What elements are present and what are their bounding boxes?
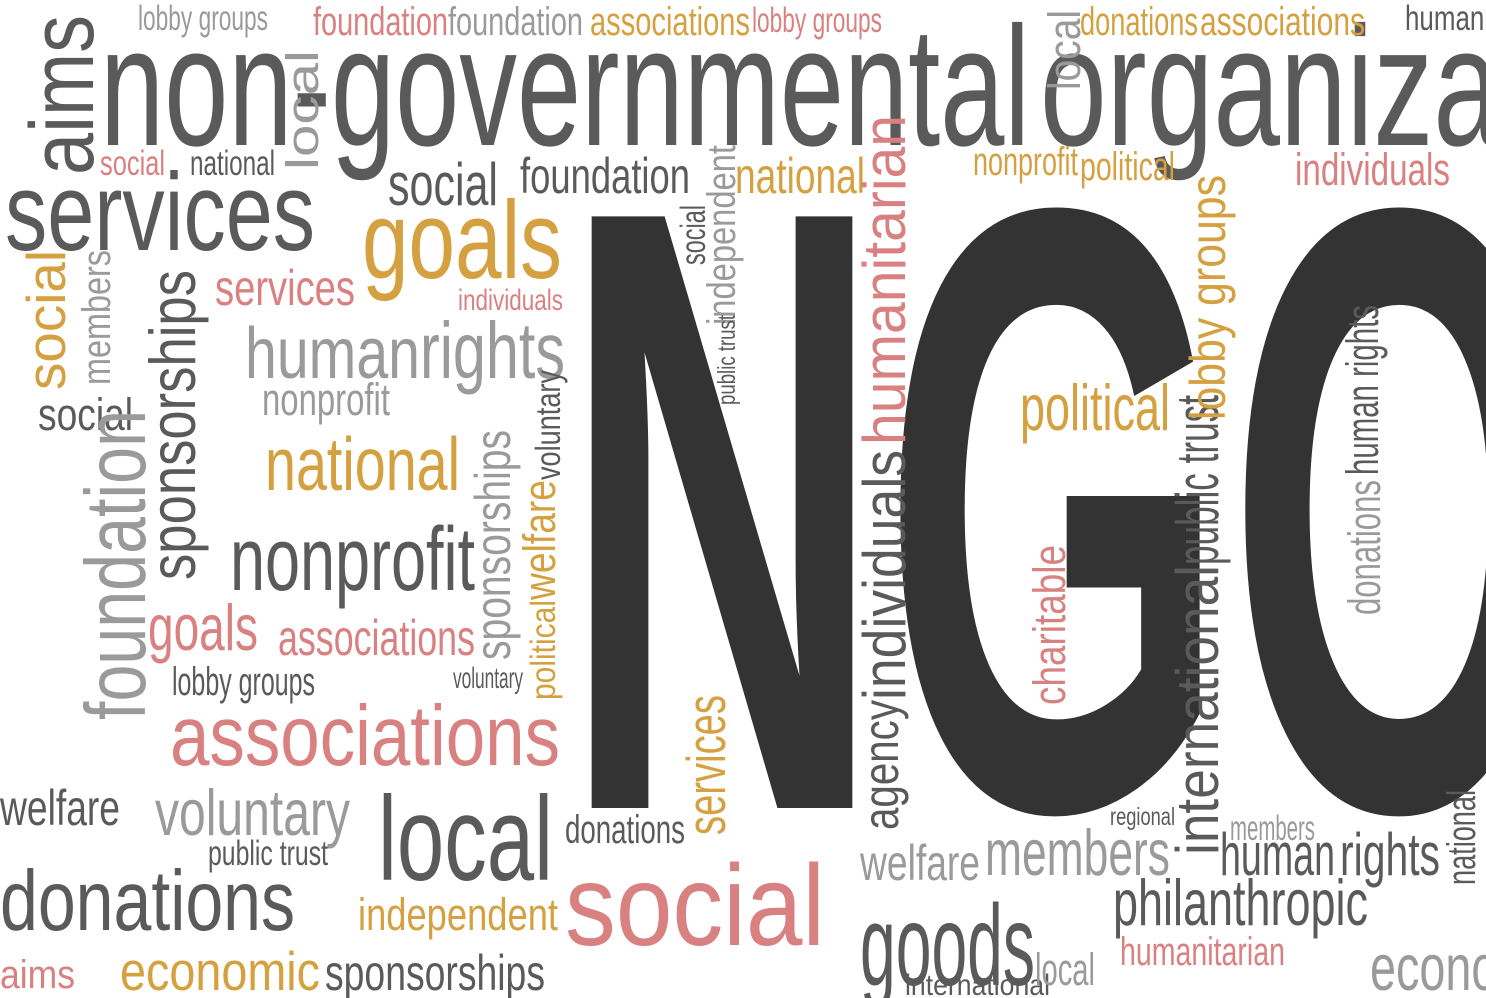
cloud-word: independent bbox=[700, 145, 744, 325]
cloud-word: services bbox=[675, 695, 737, 835]
cloud-word: donations bbox=[0, 854, 295, 949]
cloud-word: foundation bbox=[69, 410, 164, 720]
cloud-word: political bbox=[524, 600, 563, 700]
cloud-word: local bbox=[277, 50, 328, 170]
cloud-word: foundation bbox=[313, 0, 448, 44]
cloud-word: sponsorships bbox=[465, 430, 521, 660]
cloud-word: individuals bbox=[1295, 144, 1450, 195]
cloud-word: nonprofit bbox=[230, 510, 475, 610]
cloud-word: social bbox=[388, 151, 498, 218]
cloud-word: rights bbox=[1340, 821, 1440, 888]
cloud-word: human rights bbox=[1337, 305, 1388, 475]
cloud-word: international bbox=[905, 969, 1050, 998]
cloud-word: associations bbox=[590, 0, 750, 44]
cloud-word: lobby groups bbox=[752, 1, 882, 40]
cloud-word: members bbox=[75, 250, 119, 385]
cloud-word: voluntary bbox=[529, 370, 568, 480]
cloud-word: goods bbox=[860, 882, 1035, 998]
cloud-word: public trust bbox=[1164, 395, 1231, 565]
cloud-word: lobby groups bbox=[138, 0, 268, 38]
cloud-word: social bbox=[674, 205, 713, 265]
headline-word: NGO bbox=[562, 30, 1486, 991]
cloud-word: human rights bbox=[1405, 0, 1486, 38]
cloud-word: sponsorships bbox=[136, 270, 209, 580]
cloud-word: sponsorships bbox=[325, 945, 545, 998]
cloud-word: voluntary bbox=[453, 662, 523, 695]
cloud-word: political bbox=[1020, 371, 1170, 444]
cloud-word: national bbox=[1440, 790, 1484, 885]
cloud-word: aims bbox=[13, 15, 113, 175]
cloud-word: welfare bbox=[0, 780, 120, 836]
cloud-word: foundation bbox=[448, 0, 583, 44]
cloud-word: economic bbox=[1370, 931, 1486, 998]
cloud-word: donations bbox=[565, 808, 685, 852]
cloud-word: philanthropic bbox=[1113, 866, 1368, 939]
cloud-word: political bbox=[1080, 145, 1175, 189]
cloud-word: social bbox=[100, 144, 165, 183]
cloud-word: lobby groups bbox=[1180, 175, 1236, 420]
cloud-word: local bbox=[1039, 10, 1090, 90]
cloud-word: organiza bbox=[1040, 0, 1486, 182]
cloud-word: aims bbox=[0, 953, 75, 997]
cloud-word: services bbox=[215, 260, 355, 316]
cloud-word: human bbox=[245, 314, 420, 394]
cloud-word: humanitarian bbox=[851, 115, 918, 445]
cloud-word: economic bbox=[120, 940, 320, 998]
cloud-word: national bbox=[265, 422, 460, 506]
cloud-word: welfare bbox=[859, 835, 980, 891]
cloud-word: national bbox=[735, 148, 865, 204]
cloud-word: humanitarian bbox=[1120, 930, 1285, 974]
cloud-word: social bbox=[38, 389, 133, 440]
cloud-word: national bbox=[190, 144, 275, 183]
cloud-word: international bbox=[1164, 565, 1231, 855]
cloud-word: non-governmental bbox=[100, 0, 1030, 182]
cloud-word: associations bbox=[278, 610, 475, 666]
cloud-word: foundation bbox=[520, 148, 690, 204]
cloud-word: human bbox=[1220, 821, 1335, 888]
cloud-word: voluntary bbox=[155, 776, 350, 849]
cloud-word: nonprofit bbox=[973, 140, 1078, 184]
cloud-word: nonprofit bbox=[262, 374, 390, 425]
cloud-word: welfare bbox=[514, 480, 565, 601]
cloud-word: associations bbox=[170, 689, 560, 784]
cloud-word: charitable bbox=[1024, 545, 1075, 705]
cloud-word: social bbox=[565, 842, 825, 970]
cloud-word: goals bbox=[148, 591, 258, 664]
cloud-word: members bbox=[1230, 809, 1315, 848]
cloud-word: services bbox=[5, 151, 315, 274]
cloud-word: individuals bbox=[851, 450, 918, 700]
cloud-word: donations bbox=[1080, 0, 1198, 44]
cloud-word: agency bbox=[853, 700, 909, 830]
cloud-word: independent bbox=[358, 889, 558, 940]
cloud-word: individuals bbox=[458, 284, 563, 317]
cloud-word: local bbox=[378, 772, 553, 906]
cloud-word: donations bbox=[1339, 480, 1390, 615]
cloud-word: rights bbox=[420, 306, 565, 395]
cloud-word: associations bbox=[1200, 0, 1365, 44]
cloud-word: lobby groups bbox=[172, 660, 315, 704]
cloud-word: public trust bbox=[208, 834, 328, 873]
cloud-word: goals bbox=[362, 179, 562, 302]
cloud-word: members bbox=[985, 816, 1170, 889]
cloud-word: social bbox=[15, 250, 77, 390]
cloud-word: regional bbox=[1110, 803, 1175, 831]
cloud-word: public trust bbox=[713, 315, 741, 405]
cloud-word: local bbox=[1035, 944, 1095, 995]
